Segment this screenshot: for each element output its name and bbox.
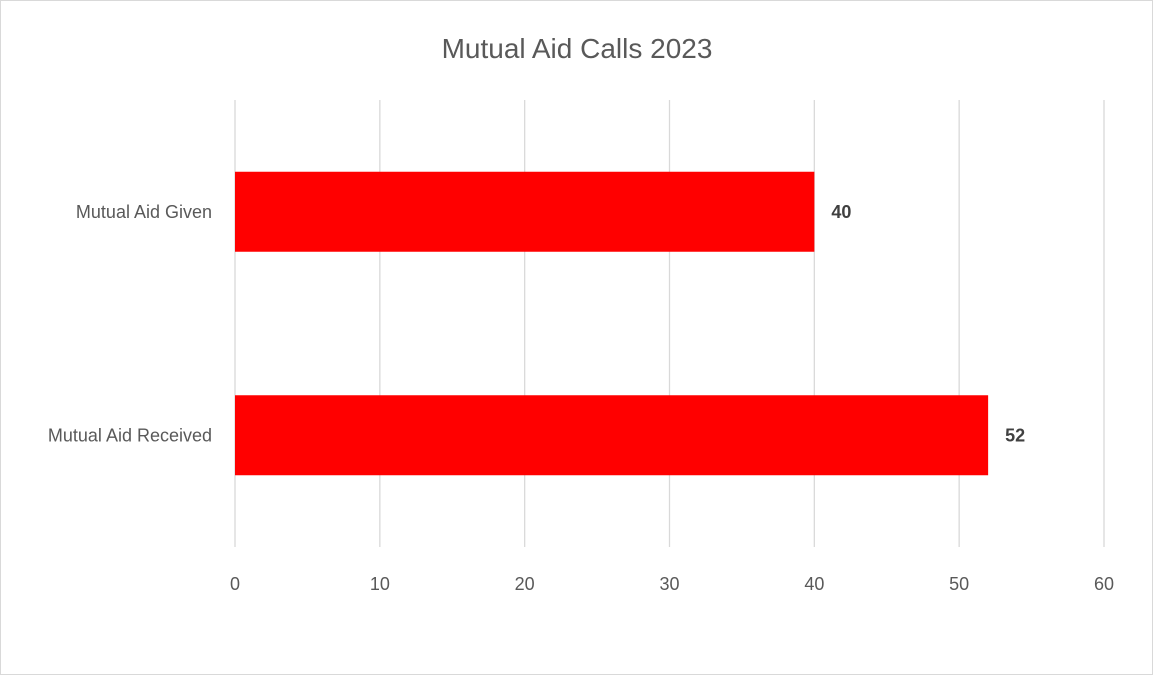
x-tick-label: 30: [659, 574, 679, 594]
x-tick-label: 40: [804, 574, 824, 594]
bar: [235, 171, 815, 252]
chart-title: Mutual Aid Calls 2023: [442, 33, 713, 64]
x-tick-label: 0: [230, 574, 240, 594]
data-label: 40: [831, 202, 851, 222]
bars: [235, 171, 989, 476]
x-tick-label: 60: [1094, 574, 1114, 594]
category-label: Mutual Aid Received: [48, 425, 212, 445]
x-tick-label: 20: [515, 574, 535, 594]
data-label: 52: [1005, 425, 1025, 445]
x-axis-tick-labels: 0 10 20 30 40 50 60: [230, 574, 1114, 594]
bar: [235, 395, 989, 476]
x-tick-label: 10: [370, 574, 390, 594]
category-label: Mutual Aid Given: [76, 202, 212, 222]
gridlines: [234, 100, 1105, 547]
data-labels: 40 52: [831, 202, 1025, 446]
category-labels: Mutual Aid Given Mutual Aid Received: [48, 202, 212, 446]
x-tick-label: 50: [949, 574, 969, 594]
